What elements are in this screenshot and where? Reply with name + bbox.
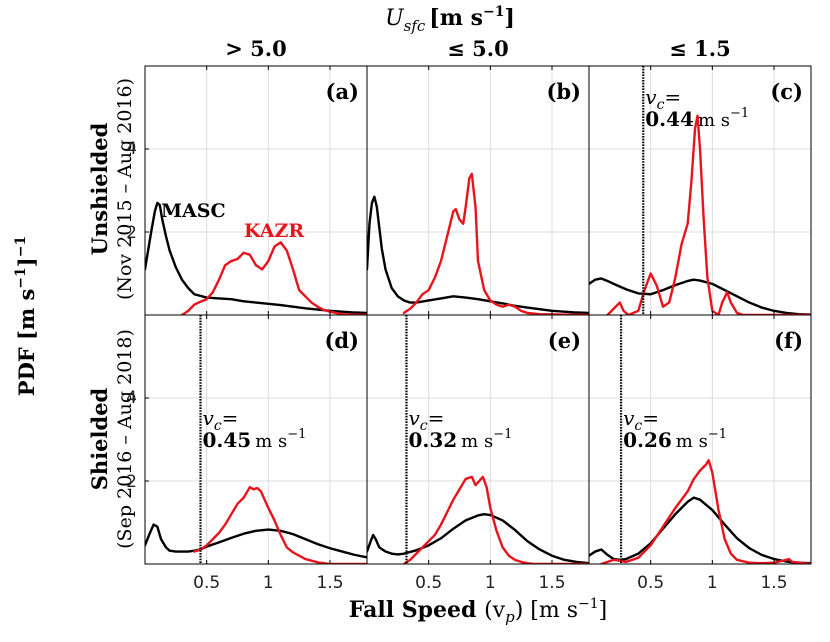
xlabel-b: (v [484, 598, 506, 623]
panel-label: (e) [548, 328, 581, 353]
y-tick-label: 2 [126, 472, 137, 492]
panel-f: vc=0.26 m s−1 (f) 0.5 1 1.5 [588, 314, 812, 593]
series-masc [367, 513, 589, 564]
series-kazr [402, 475, 589, 564]
vc-label-eq: = [428, 406, 445, 430]
vc-units: m s [461, 431, 493, 452]
vc-label-main: v [623, 406, 635, 430]
x-tick-label: 1.5 [760, 573, 787, 593]
top-label-close: ] [505, 5, 515, 31]
series-kazr [606, 114, 811, 315]
y-tick-label: 4 [126, 388, 137, 408]
vc-exp: −1 [287, 427, 306, 442]
panel-a: (a) [144, 65, 368, 316]
ylabel-a: PDF [m s [14, 289, 39, 397]
series-masc [145, 523, 367, 559]
series-kazr [180, 241, 367, 315]
vc-label-main: v [408, 406, 420, 430]
series-masc [589, 496, 811, 564]
xlabel-d: ] [599, 598, 608, 623]
panel-label: (a) [326, 79, 359, 104]
vc-exp: −1 [708, 427, 727, 442]
row-label-shielded: Shielded [87, 387, 112, 490]
column-header-1: > 5.0 [225, 36, 286, 61]
row-label-unshielded-dates: (Nov 2015 – Aug 2016) [114, 78, 136, 300]
y-axis-label: PDF [m s−1]−1 [13, 236, 39, 396]
x-tick-label: 1 [485, 573, 496, 593]
column-header-2: ≤ 5.0 [447, 36, 508, 61]
vc-value-label: 0.44 m s−1 [645, 106, 749, 131]
column-header-3: ≤ 1.5 [669, 36, 730, 61]
series-masc [367, 195, 589, 315]
vc-units: m s [255, 431, 287, 452]
top-label-exp: −1 [483, 4, 504, 20]
ylabel-exp1: −1 [13, 267, 29, 288]
top-label-main: U [385, 6, 405, 31]
panel-c: vc=0.44 m s−1 (c) [588, 65, 812, 316]
panel-e: vc=0.32 m s−1 (e) 0.5 1 1.5 [366, 314, 590, 593]
panel-label: (b) [546, 79, 581, 104]
panel-label: (d) [324, 328, 359, 353]
top-label-units: [m s [429, 5, 483, 31]
vc-label: vc= [203, 406, 239, 434]
vc-units: m s [698, 110, 730, 131]
vc-value-label: 0.26 m s−1 [623, 427, 727, 452]
vc-label-sub: c [214, 418, 222, 434]
vc-label-sub: c [420, 418, 428, 434]
vc-units: m s [676, 431, 708, 452]
x-axis-label: Fall Speed (vp) [m s−1] [349, 596, 608, 626]
vc-label: vc= [623, 406, 659, 434]
x-tick-label: 1 [263, 573, 274, 593]
y-tick-label: 2 [126, 223, 137, 243]
ylabel-exp2: −1 [13, 236, 29, 257]
panel-b: (b) [366, 65, 590, 316]
vc-label-sub: c [634, 418, 642, 434]
vc-label-main: v [203, 406, 215, 430]
vc-label-main: v [645, 85, 657, 109]
vc-exp: −1 [493, 427, 512, 442]
legend-masc: MASC [161, 200, 226, 222]
vc-label-sub: c [657, 97, 665, 113]
xlabel-exp: −1 [578, 596, 599, 612]
x-tick-label: 1.5 [538, 573, 565, 593]
vc-value-label: 0.32 m s−1 [408, 427, 512, 452]
x-tick-label: 0.5 [193, 573, 220, 593]
series-masc [589, 277, 811, 315]
vc-value: 0.45 [203, 428, 252, 452]
vc-value-label: 0.45 m s−1 [203, 427, 307, 452]
panel-label: (c) [770, 79, 803, 104]
panel-d: vc=0.45 m s−1 (d) 0.5 1 1.5 [144, 314, 368, 593]
ylabel-b: ] [14, 257, 39, 267]
x-tick-label: 0.5 [637, 573, 664, 593]
top-label-sub: sfc [404, 17, 426, 35]
legend-kazr: KAZR [244, 220, 304, 242]
series-masc [145, 201, 367, 315]
series-kazr [402, 172, 589, 315]
x-tick-label: 0.5 [415, 573, 442, 593]
vc-label-eq: = [222, 406, 239, 430]
vc-exp: −1 [730, 106, 749, 121]
panel-frame [588, 314, 812, 565]
panels-group: (a) (b) vc=0.44 m s−1(c)vc=0.45 m s−1(d)0.5 1… [144, 65, 812, 593]
panel-label: (f) [774, 328, 803, 353]
series-kazr [193, 486, 367, 564]
x-tick-label: 1.5 [316, 573, 343, 593]
xlabel-sub: p [505, 608, 515, 626]
series-kazr [600, 459, 811, 564]
vc-value: 0.44 [645, 107, 694, 131]
vc-label: vc= [645, 85, 681, 113]
row-label-shielded-dates: (Sep 2016 – Aug 2018) [114, 329, 136, 549]
y-tick-label: 4 [126, 139, 137, 159]
vc-label-eq: = [664, 85, 681, 109]
top-axis-label: Usfc [m s−1] [385, 4, 515, 35]
vc-label: vc= [408, 406, 444, 434]
vc-value: 0.32 [408, 428, 457, 452]
vc-value: 0.26 [623, 428, 672, 452]
row-label-unshielded: Unshielded [87, 122, 112, 255]
x-tick-label: 1 [707, 573, 718, 593]
xlabel-a: Fall Speed [349, 597, 484, 623]
vc-label-eq: = [642, 406, 659, 430]
xlabel-c: ) [m s [515, 598, 578, 623]
